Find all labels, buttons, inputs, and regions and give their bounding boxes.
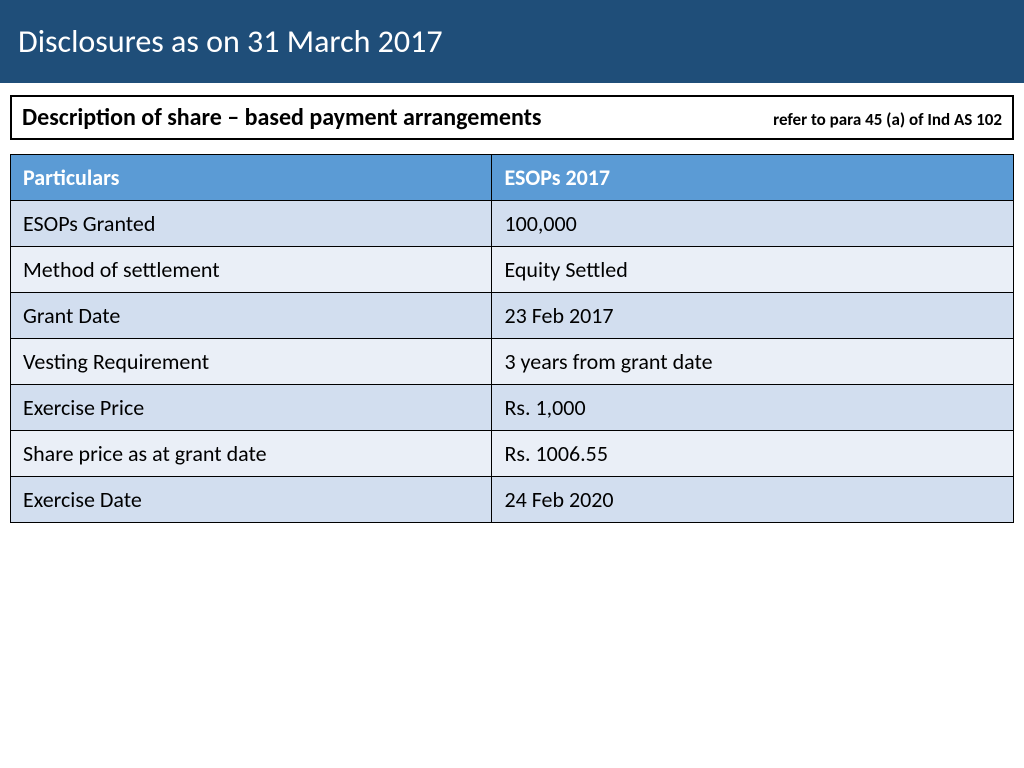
- cell-value: Rs. 1006.55: [492, 431, 1014, 477]
- cell-value: Rs. 1,000: [492, 385, 1014, 431]
- cell-value: Equity Settled: [492, 247, 1014, 293]
- table-header-row: Particulars ESOPs 2017: [11, 155, 1014, 201]
- cell-value: 24 Feb 2020: [492, 477, 1014, 523]
- cell-label: Exercise Date: [11, 477, 492, 523]
- subheader-reference: refer to para 45 (a) of Ind AS 102: [773, 109, 1002, 130]
- col-header-value: ESOPs 2017: [492, 155, 1014, 201]
- cell-label: ESOPs Granted: [11, 201, 492, 247]
- table-row: Vesting Requirement 3 years from grant d…: [11, 339, 1014, 385]
- disclosure-table: Particulars ESOPs 2017 ESOPs Granted 100…: [10, 154, 1014, 523]
- cell-label: Grant Date: [11, 293, 492, 339]
- subheader-box: Description of share – based payment arr…: [10, 95, 1014, 140]
- content-area: Description of share – based payment arr…: [0, 83, 1024, 535]
- cell-label: Vesting Requirement: [11, 339, 492, 385]
- table-row: Exercise Date 24 Feb 2020: [11, 477, 1014, 523]
- cell-label: Exercise Price: [11, 385, 492, 431]
- table-row: Exercise Price Rs. 1,000: [11, 385, 1014, 431]
- cell-label: Method of settlement: [11, 247, 492, 293]
- cell-value: 23 Feb 2017: [492, 293, 1014, 339]
- table-row: Grant Date 23 Feb 2017: [11, 293, 1014, 339]
- cell-label: Share price as at grant date: [11, 431, 492, 477]
- table-row: Share price as at grant date Rs. 1006.55: [11, 431, 1014, 477]
- subheader-main: Description of share – based payment arr…: [22, 103, 542, 132]
- col-header-particulars: Particulars: [11, 155, 492, 201]
- table-row: Method of settlement Equity Settled: [11, 247, 1014, 293]
- cell-value: 3 years from grant date: [492, 339, 1014, 385]
- page-title-bar: Disclosures as on 31 March 2017: [0, 0, 1024, 83]
- table-row: ESOPs Granted 100,000: [11, 201, 1014, 247]
- page-title: Disclosures as on 31 March 2017: [18, 22, 443, 61]
- cell-value: 100,000: [492, 201, 1014, 247]
